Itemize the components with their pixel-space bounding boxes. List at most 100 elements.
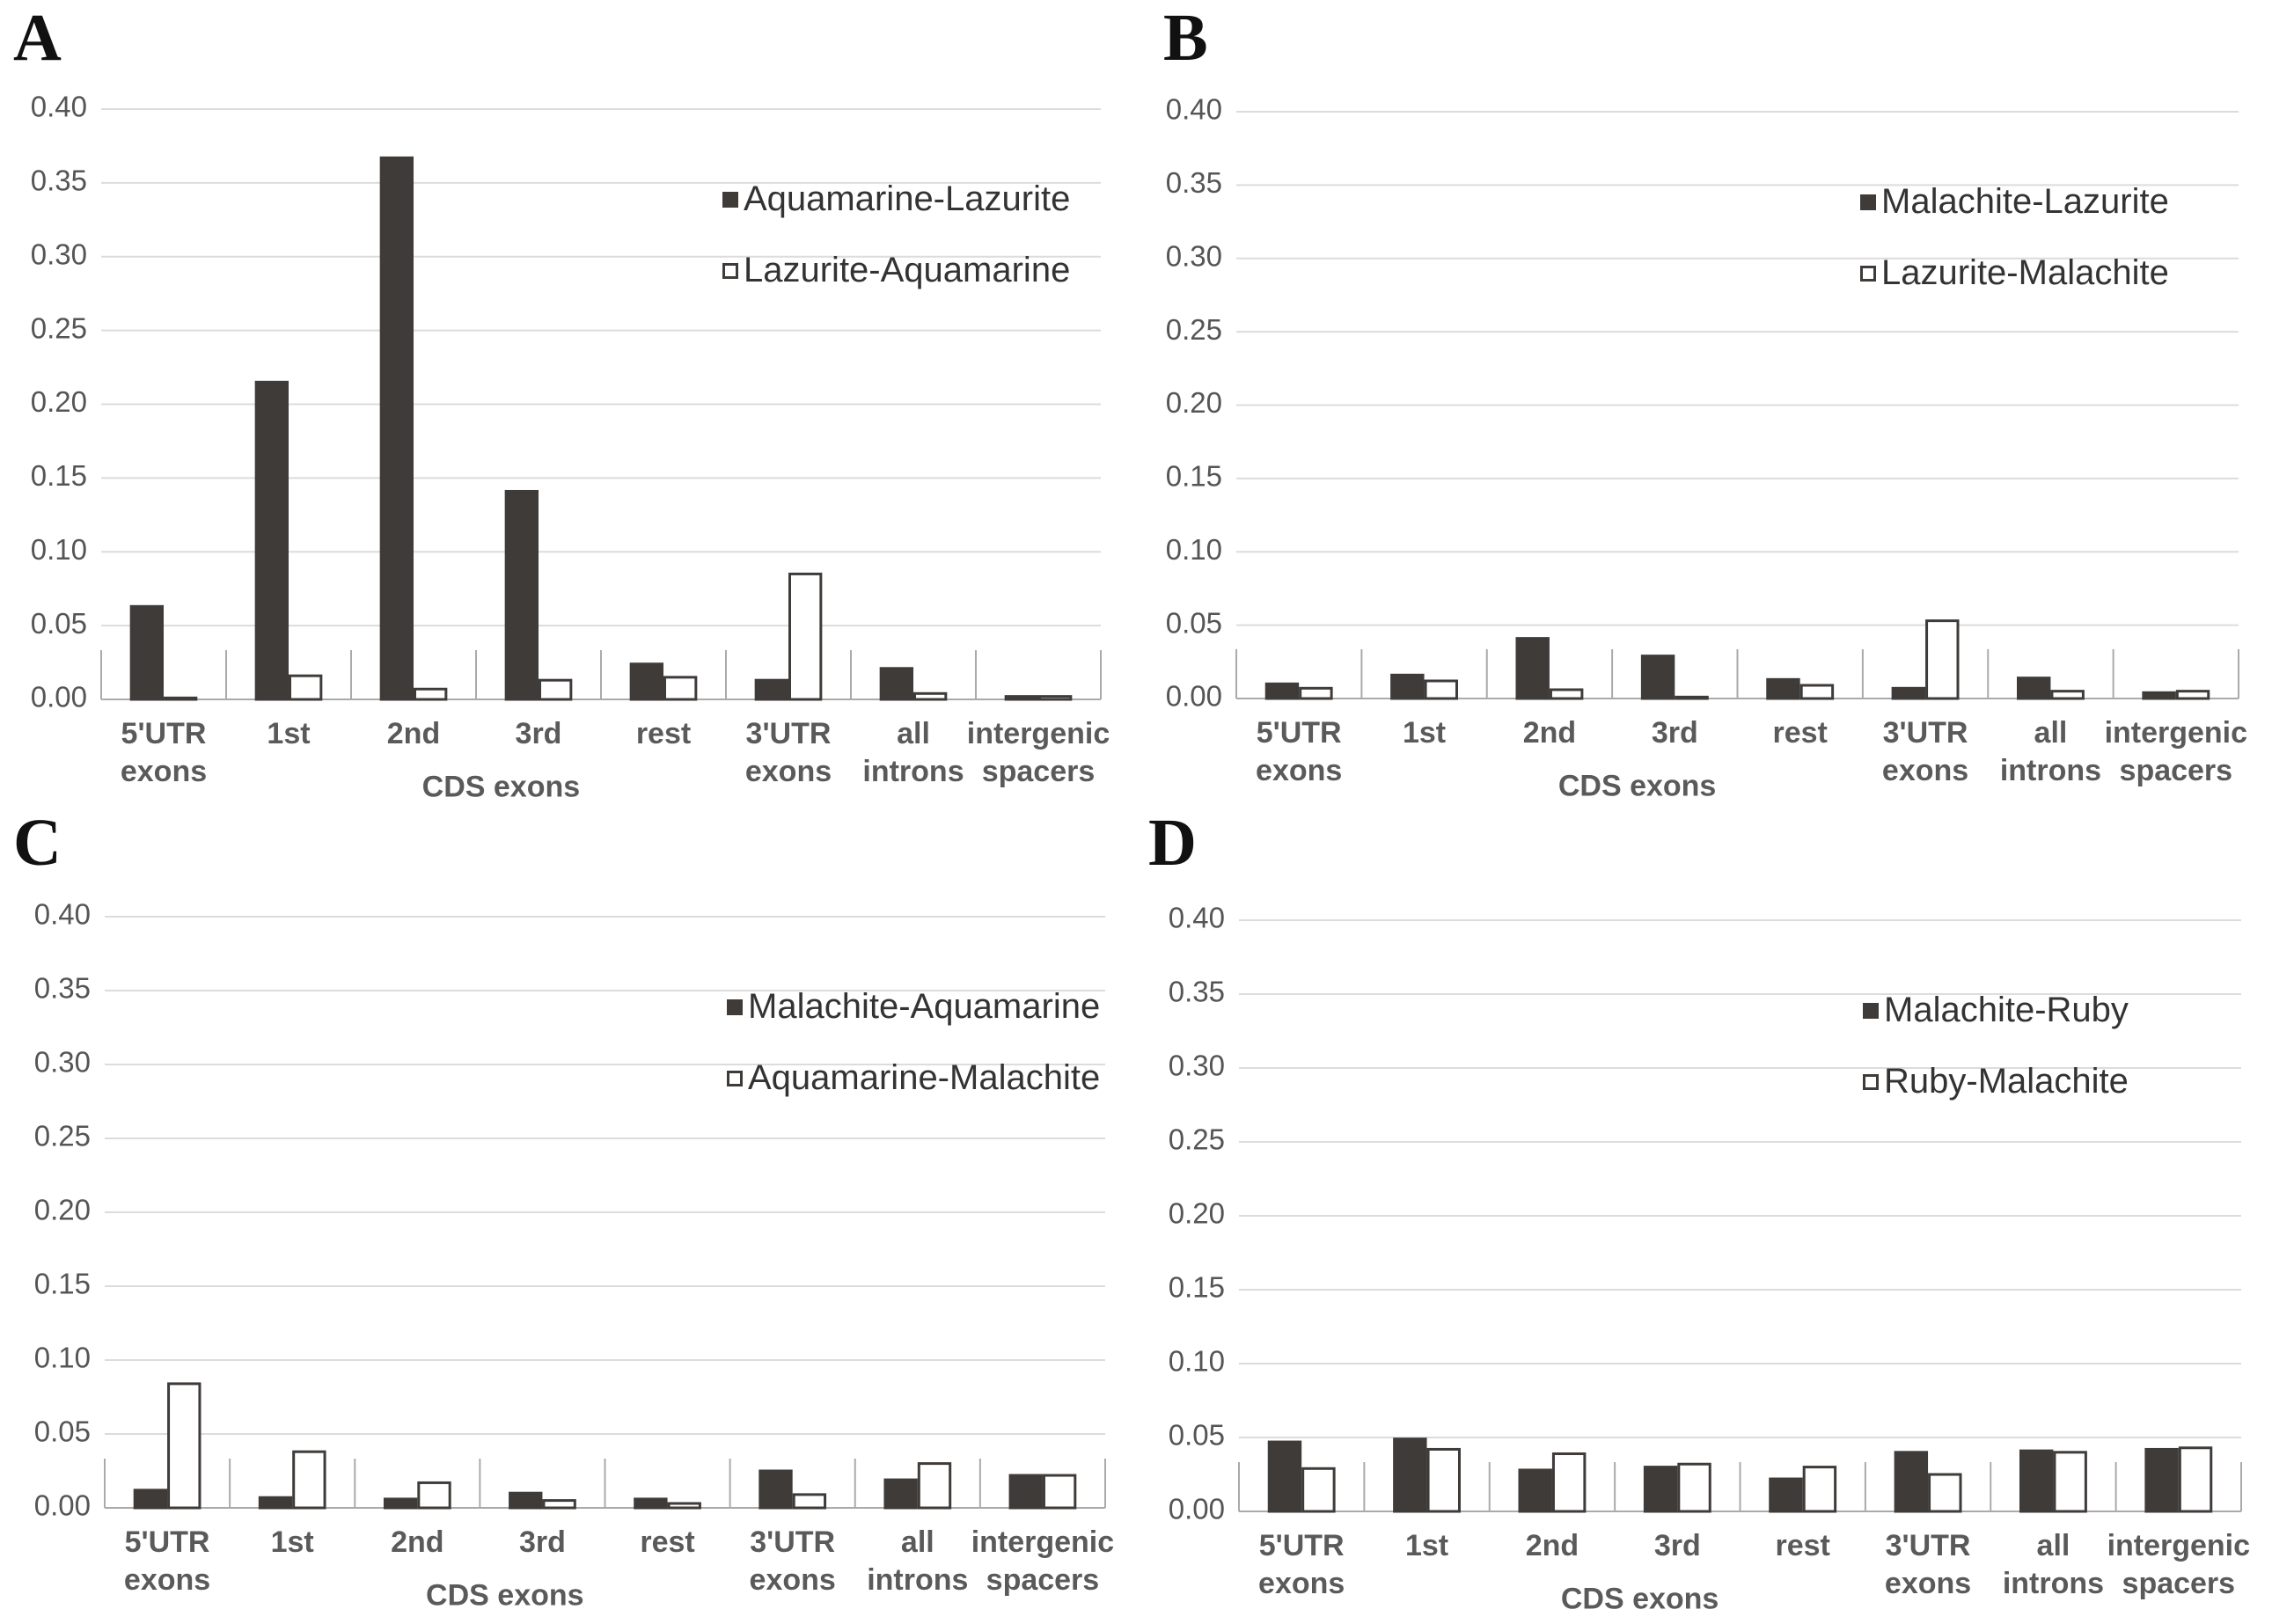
bar [1426, 1447, 1462, 1513]
y-tick-label: 0.00 [1169, 1493, 1225, 1525]
x-tick-text: intergenic spacers [971, 1525, 1115, 1597]
bar [1640, 655, 1675, 700]
x-tick-label: 1st [1329, 1527, 1524, 1565]
x-tick-text: 3rd [515, 717, 562, 750]
y-tick-label: 0.35 [1166, 166, 1222, 199]
category-group-label: CDS exons [1557, 769, 1717, 803]
bar [539, 678, 573, 701]
x-tick-label: 3rd [1577, 714, 1772, 752]
y-tick-label: 0.10 [34, 1342, 91, 1374]
y-tick-label: 0.00 [1166, 680, 1222, 713]
x-tick-text: 3rd [518, 1525, 566, 1559]
legend-swatch [727, 999, 743, 1015]
x-tick-label: 2nd [316, 715, 511, 753]
x-tick-text: 5'UTR exons [123, 1525, 211, 1597]
legend-swatch [1863, 1002, 1879, 1019]
panel-letter: B [1163, 1, 1208, 75]
x-tick-label: all introns [1955, 1527, 2151, 1602]
x-tick-label: 2nd [1455, 1527, 1650, 1565]
bar [167, 1382, 202, 1510]
legend-label: Lazurite-Aquamarine [744, 251, 1071, 289]
y-tick-label: 0.25 [31, 311, 87, 344]
y-tick-label: 0.30 [1169, 1050, 1225, 1082]
bar [542, 1499, 576, 1510]
bar [1390, 673, 1425, 700]
x-tick-label: 1st [191, 715, 386, 753]
x-tick-text: all introns [2002, 1529, 2105, 1600]
y-tick-label: 0.30 [31, 238, 87, 270]
x-tick-label: 3'UTR exons [695, 1524, 890, 1598]
x-tick-text: 2nd [391, 1525, 444, 1559]
bar [1891, 686, 1926, 700]
y-tick-label: 0.15 [1169, 1271, 1225, 1304]
y-tick-label: 0.00 [31, 681, 87, 713]
x-tick-label: rest [1705, 1527, 1901, 1565]
bar [1766, 677, 1800, 700]
bar [254, 380, 289, 701]
x-tick-text: intergenic spacers [2107, 1529, 2251, 1600]
x-tick-text: 3'UTR exons [749, 1525, 836, 1597]
bar [417, 1481, 451, 1510]
category-group-label: CDS exons [1560, 1582, 1719, 1616]
y-tick-label: 0.20 [31, 385, 87, 418]
panel-letter: C [13, 806, 62, 880]
bar [879, 667, 913, 701]
legend-item: Malachite-Lazurite [1860, 182, 2169, 222]
y-tick-label: 0.40 [1166, 93, 1222, 126]
legend-swatch [1863, 1073, 1879, 1090]
x-tick-text: 3rd [1651, 716, 1698, 750]
y-tick-label: 0.25 [34, 1120, 91, 1152]
bar [634, 1497, 668, 1510]
y-tick-label: 0.10 [1166, 533, 1222, 566]
bar [509, 1491, 543, 1510]
legend-item: Lazurite-Malachite [1860, 253, 2169, 293]
bar [1004, 695, 1039, 701]
legend-swatch [722, 191, 738, 208]
y-tick-label: 0.05 [31, 607, 87, 640]
bar [788, 572, 823, 701]
x-tick-text: 5'UTR exons [1256, 716, 1343, 787]
legend-swatch [722, 262, 738, 279]
bar [289, 674, 323, 701]
legend-item: Aquamarine-Lazurite [722, 179, 1070, 219]
x-tick-label: 5'UTR exons [66, 715, 261, 790]
bar [292, 1450, 326, 1510]
bar [1515, 637, 1550, 700]
x-tick-text: 2nd [386, 717, 441, 750]
legend-label: Malachite-Ruby [1884, 991, 2129, 1029]
x-tick-label: 3rd [444, 1524, 640, 1562]
bar [258, 1496, 293, 1510]
y-tick-label: 0.05 [1166, 606, 1222, 639]
legend-item: Malachite-Aquamarine [727, 987, 1100, 1027]
x-tick-label: 3'UTR exons [1830, 1527, 2026, 1602]
bar [1267, 1440, 1302, 1513]
y-tick-label: 0.05 [34, 1416, 91, 1448]
x-tick-label: rest [570, 1524, 766, 1562]
x-tick-text: 3'UTR exons [1881, 716, 1969, 787]
bar [663, 676, 698, 701]
bar [1799, 684, 1835, 700]
x-tick-label: 1st [194, 1524, 390, 1562]
panel-letter: D [1148, 806, 1197, 880]
bar [917, 1462, 952, 1510]
y-tick-label: 0.35 [31, 165, 87, 197]
legend-label: Malachite-Lazurite [1881, 182, 2169, 221]
x-tick-text: 3rd [1653, 1529, 1701, 1562]
bar [792, 1493, 827, 1510]
bar [2016, 677, 2051, 700]
bar [1299, 686, 1333, 700]
y-tick-label: 0.30 [34, 1046, 91, 1079]
x-tick-label: intergenic spacers [2078, 714, 2272, 789]
bar [2050, 690, 2085, 700]
x-tick-text: 5'UTR exons [1258, 1529, 1345, 1600]
bar [1675, 695, 1709, 700]
bar [164, 696, 198, 701]
panel-letter: A [13, 1, 62, 75]
legend-label: Lazurite-Malachite [1881, 253, 2169, 292]
legend-label: Malachite-Aquamarine [748, 987, 1101, 1026]
x-tick-text: 3'UTR exons [744, 717, 832, 788]
bar [1551, 1452, 1587, 1513]
bar [1264, 682, 1300, 700]
bar [1802, 1466, 1837, 1513]
